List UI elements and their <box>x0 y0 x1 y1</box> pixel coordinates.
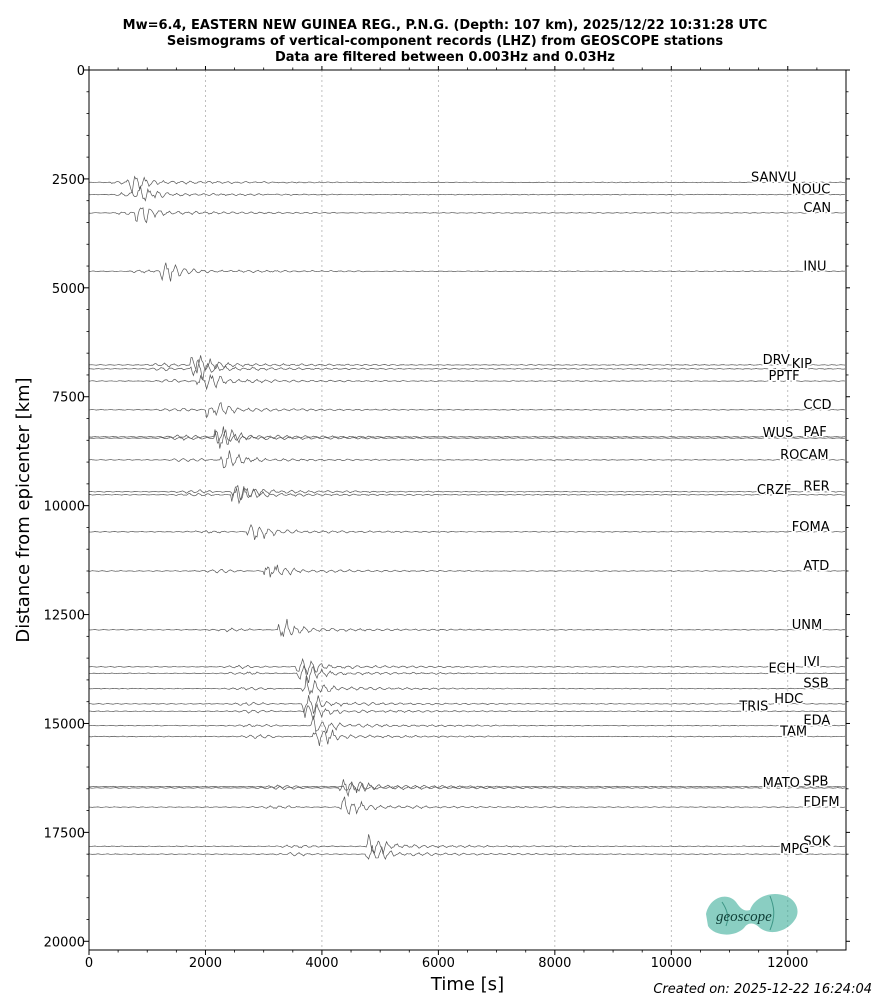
trace-foma <box>88 523 845 540</box>
station-label-eda: EDA <box>803 714 830 729</box>
y-tick-label: 17500 <box>44 826 85 841</box>
trace-unm <box>88 618 846 637</box>
trace-spb <box>88 781 846 794</box>
trace-rer <box>88 484 846 500</box>
y-tick-label: 10000 <box>44 500 85 515</box>
y-tick-label: 5000 <box>52 282 85 297</box>
trace-pptf <box>88 373 846 391</box>
trace-inu <box>88 262 846 282</box>
station-label-hdc: HDC <box>774 692 803 707</box>
station-label-kip: KIP <box>792 357 812 372</box>
station-label-tam: TAM <box>779 725 807 740</box>
x-tick-label: 0 <box>85 956 93 971</box>
trace-wus <box>88 428 846 449</box>
station-label-inu: INU <box>803 259 826 274</box>
x-tick-label: 2000 <box>189 956 222 971</box>
trace-nouc <box>88 186 846 202</box>
station-label-ccd: CCD <box>803 398 831 413</box>
created-timestamp: Created on: 2025-12-22 16:24:04 <box>653 982 872 997</box>
x-tick-label: 6000 <box>422 956 455 971</box>
trace-can <box>88 207 846 224</box>
station-label-fdfm: FDFM <box>803 795 839 810</box>
x-tick-label: 10000 <box>651 956 692 971</box>
trace-ech <box>88 665 845 684</box>
geoscope-logo: geoscope <box>700 888 804 940</box>
station-label-paf: PAF <box>803 425 826 440</box>
x-tick-label: 12000 <box>767 956 808 971</box>
chart-title-line1: Mw=6.4, EASTERN NEW GUINEA REG., P.N.G. … <box>122 18 768 33</box>
trace-mpg <box>88 845 846 860</box>
chart-title-line3: Data are filtered between 0.003Hz and 0.… <box>274 50 616 65</box>
station-label-drv: DRV <box>763 353 790 368</box>
plot-frame <box>88 69 847 951</box>
y-tick-label: 20000 <box>44 935 85 950</box>
trace-crzf <box>88 486 846 505</box>
station-label-mpg: MPG <box>780 842 809 857</box>
station-label-sanvu: SANVU <box>751 170 797 185</box>
station-label-rocam: ROCAM <box>780 448 828 463</box>
station-label-ivi: IVI <box>803 655 820 670</box>
y-tick-label: 7500 <box>52 391 85 406</box>
station-label-can: CAN <box>803 201 831 216</box>
trace-ssb <box>88 676 846 696</box>
trace-sanvu <box>88 175 846 193</box>
station-label-spb: SPB <box>803 775 828 790</box>
trace-sok <box>88 834 846 855</box>
trace-paf <box>88 426 846 445</box>
trace-mato <box>88 779 846 798</box>
y-tick-label: 15000 <box>44 717 85 732</box>
station-label-mato: MATO <box>763 776 800 791</box>
trace-ivi <box>88 657 846 675</box>
station-label-unm: UNM <box>792 618 822 633</box>
trace-drv <box>88 355 846 374</box>
x-tick-label: 8000 <box>538 956 571 971</box>
x-tick-label: 4000 <box>305 956 338 971</box>
y-tick-label: 12500 <box>44 609 85 624</box>
station-label-ech: ECH <box>768 661 795 676</box>
trace-tam <box>88 729 846 747</box>
logo-text: geoscope <box>716 909 772 925</box>
station-label-wus: WUS <box>763 426 794 441</box>
trace-rocam <box>88 450 846 469</box>
x-axis-label: Time [s] <box>430 974 504 995</box>
station-label-nouc: NOUC <box>792 183 831 198</box>
trace-kip <box>88 359 846 381</box>
station-label-sok: SOK <box>803 834 830 849</box>
trace-tris <box>88 703 846 721</box>
trace-fdfm <box>88 796 846 815</box>
station-label-ssb: SSB <box>803 677 828 692</box>
station-label-foma: FOMA <box>792 520 830 535</box>
station-label-rer: RER <box>803 480 829 495</box>
station-label-pptf: PPTF <box>768 369 799 384</box>
trace-atd <box>88 564 846 578</box>
station-label-crzf: CRZF <box>757 483 792 498</box>
y-tick-label: 2500 <box>52 173 85 188</box>
station-label-atd: ATD <box>803 559 829 574</box>
chart-title-line2: Seismograms of vertical-component record… <box>166 34 724 49</box>
trace-hdc <box>88 695 846 715</box>
y-axis-label: Distance from epicenter [km] <box>13 377 34 642</box>
station-label-tris: TRIS <box>738 699 768 714</box>
trace-eda <box>88 715 846 734</box>
trace-ccd <box>88 402 846 419</box>
y-tick-label: 0 <box>77 64 85 79</box>
